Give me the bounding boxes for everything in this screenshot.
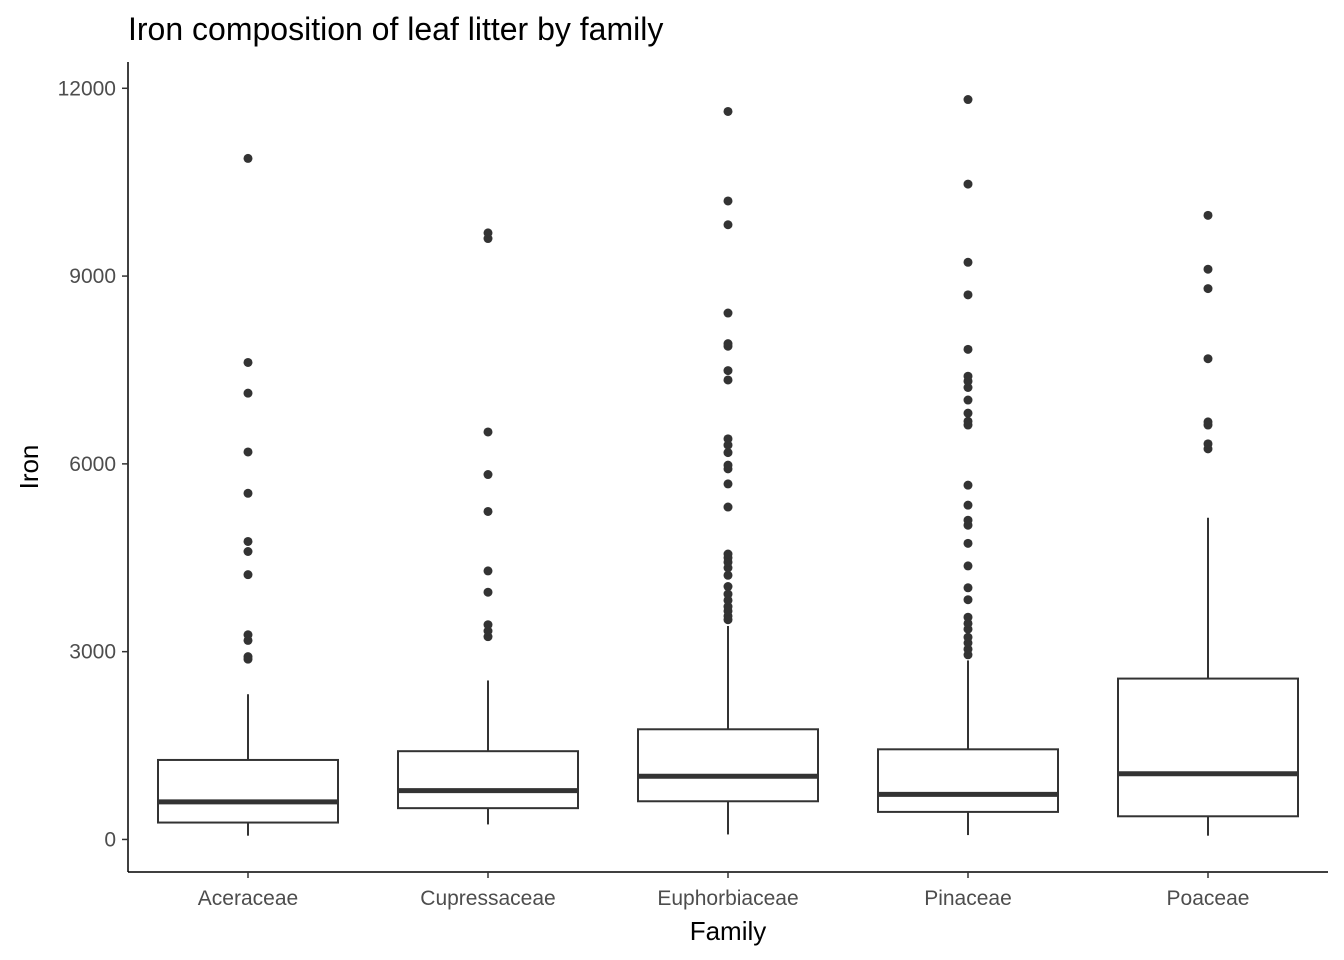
- outlier-point: [723, 434, 733, 444]
- x-axis: Aceraceae Cupressaceae Euphorbiaceae Pinace…: [128, 871, 1328, 910]
- x-tick-label: Aceraceae: [198, 887, 298, 910]
- outlier-point: [243, 536, 253, 546]
- outlier-point: [1203, 354, 1213, 364]
- x-tick-label: Poaceae: [1167, 887, 1250, 910]
- chart-title: Iron composition of leaf litter by famil…: [128, 11, 663, 47]
- outlier-point: [963, 612, 973, 622]
- outlier-point: [243, 153, 253, 163]
- outlier-point: [963, 408, 973, 418]
- outlier-point: [243, 630, 253, 640]
- outlier-point: [723, 502, 733, 512]
- outlier-point: [483, 427, 493, 437]
- outlier-point: [963, 632, 973, 642]
- outlier-point: [1203, 284, 1213, 294]
- outlier-point: [483, 506, 493, 516]
- iqr-box: [157, 758, 339, 824]
- y-tick-label: 3000: [69, 641, 116, 664]
- outlier-point: [963, 290, 973, 300]
- outlier-point: [963, 95, 973, 105]
- outlier-point: [243, 357, 253, 367]
- outlier-point: [723, 570, 733, 580]
- outlier-point: [723, 308, 733, 318]
- outlier-point: [483, 626, 493, 636]
- box-euphorbiaceae: [637, 106, 819, 835]
- outlier-point: [483, 470, 493, 480]
- outlier-point: [723, 106, 733, 116]
- outlier-point: [963, 644, 973, 654]
- plot-area: 0 3000 6000 9000 12000 Aceraceae Cupressaceae…: [58, 62, 1328, 910]
- x-axis-label: Family: [690, 916, 767, 946]
- outlier-point: [963, 595, 973, 605]
- outlier-point: [723, 375, 733, 385]
- outlier-point: [723, 589, 733, 599]
- iqr-box: [637, 728, 819, 803]
- outlier-point: [963, 179, 973, 189]
- outlier-point: [243, 447, 253, 457]
- y-axis: 0 3000 6000 9000 12000: [58, 62, 129, 872]
- outlier-point: [243, 652, 253, 662]
- outlier-point: [723, 448, 733, 458]
- x-tick-label: Pinaceae: [924, 887, 1012, 910]
- x-tick-label: Cupressaceae: [420, 887, 555, 910]
- outlier-point: [483, 587, 493, 597]
- box-pinaceae: [877, 95, 1059, 836]
- outlier-point: [723, 582, 733, 592]
- y-tick-label: 12000: [58, 77, 116, 100]
- outlier-point: [963, 515, 973, 525]
- y-tick-label: 9000: [69, 265, 116, 288]
- iqr-box: [877, 748, 1059, 813]
- outlier-point: [243, 570, 253, 580]
- outlier-point: [243, 547, 253, 557]
- box-poaceae: [1117, 210, 1299, 836]
- outlier-point: [723, 196, 733, 206]
- box-aceraceae: [157, 153, 339, 836]
- outlier-point: [1203, 439, 1213, 449]
- box-series: [157, 95, 1299, 836]
- y-axis-label: Iron: [14, 445, 44, 490]
- outlier-point: [963, 583, 973, 593]
- outlier-point: [723, 366, 733, 376]
- outlier-point: [243, 388, 253, 398]
- outlier-point: [483, 566, 493, 576]
- outlier-point: [723, 549, 733, 559]
- outlier-point: [723, 602, 733, 612]
- outlier-point: [243, 488, 253, 498]
- y-tick-label: 0: [104, 828, 116, 851]
- outlier-point: [723, 220, 733, 230]
- iqr-box: [1117, 677, 1299, 818]
- outlier-point: [963, 480, 973, 490]
- outlier-point: [963, 257, 973, 267]
- outlier-point: [723, 440, 733, 450]
- outlier-point: [963, 371, 973, 381]
- outlier-point: [963, 344, 973, 354]
- outlier-point: [1203, 264, 1213, 274]
- outlier-point: [963, 395, 973, 405]
- outlier-point: [483, 228, 493, 238]
- outlier-point: [963, 618, 973, 628]
- outlier-point: [963, 383, 973, 393]
- outlier-point: [483, 620, 493, 630]
- outlier-point: [723, 479, 733, 489]
- outlier-point: [963, 416, 973, 426]
- outlier-point: [1203, 210, 1213, 220]
- outlier-point: [1203, 417, 1213, 427]
- outlier-point: [963, 561, 973, 571]
- y-tick-label: 6000: [69, 453, 116, 476]
- outlier-point: [723, 595, 733, 605]
- outlier-point: [963, 500, 973, 510]
- iqr-box: [397, 750, 579, 810]
- outlier-point: [963, 538, 973, 548]
- outlier-point: [723, 339, 733, 349]
- x-tick-label: Euphorbiaceae: [657, 887, 798, 910]
- box-cupressaceae: [397, 228, 579, 825]
- outlier-point: [723, 460, 733, 470]
